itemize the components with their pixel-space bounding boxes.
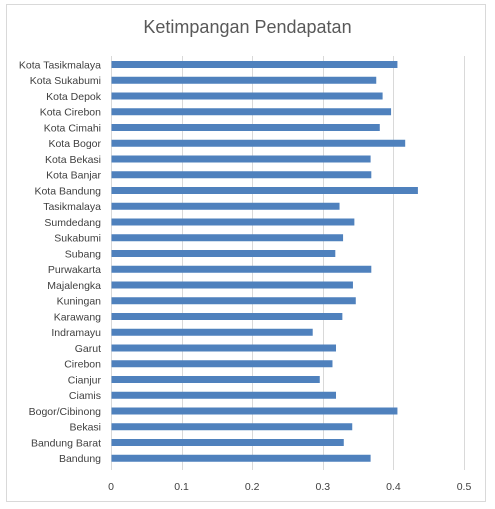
bar [111,139,406,147]
bar [111,439,344,446]
category-label: Kota Cirebon [40,107,101,119]
bar [111,76,377,84]
category-label: Majalengka [47,280,101,292]
chart-title: Ketimpangan Pendapatan [143,17,352,37]
x-tick-label: 0.2 [245,481,260,493]
category-labels: Kota Tasikmalaya Kota Sukabumi Kota Depok K… [19,59,102,465]
bar [111,281,353,289]
x-tick-labels: 0 0.1 0.2 0.3 0.4 0.5 [108,481,471,493]
bar [111,407,398,415]
bar [111,250,336,257]
bar [111,187,418,194]
bar [111,360,333,368]
bar [111,265,372,273]
category-label: Indramayu [51,327,101,339]
category-label: Bandung [59,453,101,465]
category-label: Kota Tasikmalaya [19,59,101,71]
category-label: Bandung Barat [31,437,101,449]
x-tick-label: 0.1 [174,481,189,493]
bar [111,171,372,179]
category-label: Subang [65,248,101,260]
category-label: Sumdedang [44,217,101,229]
x-tick-label: 0.3 [315,481,330,493]
x-tick-label: 0.4 [386,481,401,493]
bar [111,344,337,352]
category-label: Sukabumi [54,233,101,245]
bar [111,391,337,399]
category-label: Karawang [54,311,101,323]
bar [111,92,383,100]
category-label: Cirebon [64,359,101,371]
category-label: Kota Bogor [48,138,101,150]
bar [111,234,344,242]
x-tick-label: 0.5 [457,481,472,493]
bar [111,61,398,68]
bar [111,297,356,305]
bar [111,108,392,116]
bars [111,61,418,462]
bar [111,155,371,163]
category-label: Bogor/Cibinong [29,406,102,418]
category-label: Purwakarta [48,264,101,276]
bar [111,423,353,431]
bar [111,124,380,131]
category-label: Kota Cimahi [44,122,101,134]
x-tick-label: 0 [108,481,114,493]
category-label: Garut [75,343,101,355]
category-label: Ciamis [69,390,101,402]
category-label: Tasikmalaya [43,201,101,213]
bar [111,218,355,226]
category-label: Kuningan [57,296,102,308]
category-label: Kota Sukabumi [30,75,101,87]
category-label: Cianjur [68,374,102,386]
category-label: Kota Bandung [34,185,101,197]
category-label: Bekasi [69,422,101,434]
bar [111,454,371,462]
bar [111,376,320,383]
bar [111,313,343,320]
bar [111,328,313,336]
category-label: Kota Banjar [46,170,101,182]
bar [111,202,340,210]
category-label: Kota Bekasi [45,154,101,166]
category-label: Kota Depok [46,91,102,103]
